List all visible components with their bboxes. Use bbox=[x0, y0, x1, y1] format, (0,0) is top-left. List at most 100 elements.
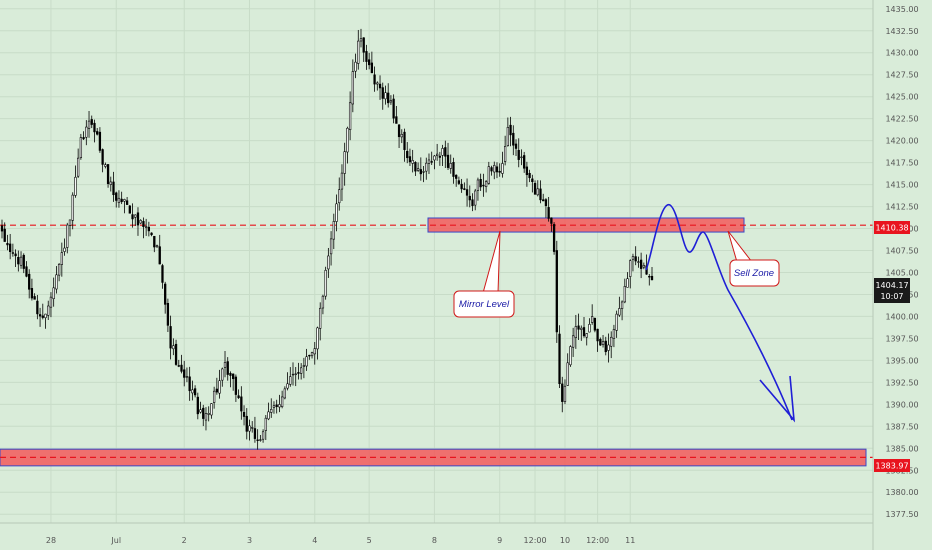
candle-body bbox=[471, 199, 474, 206]
candle-body bbox=[397, 124, 401, 138]
candle-body bbox=[569, 346, 572, 366]
candle-body bbox=[77, 157, 80, 177]
candle-body bbox=[30, 288, 34, 299]
level-lower-tag-box bbox=[874, 459, 910, 472]
candle-body bbox=[525, 166, 529, 176]
candle-body bbox=[634, 256, 637, 262]
candle-body bbox=[313, 348, 316, 355]
candle-body bbox=[185, 376, 189, 378]
x-tick-label: 12:00 bbox=[586, 536, 609, 545]
candle-body bbox=[566, 362, 569, 386]
candle-body bbox=[3, 228, 6, 242]
level-upper-tag: 1410.38 bbox=[874, 221, 910, 234]
candle-body bbox=[468, 195, 471, 201]
mirror-level-label: Mirror Level bbox=[459, 299, 510, 310]
candle-body bbox=[229, 373, 232, 376]
candle-body bbox=[101, 149, 104, 165]
projection-layer bbox=[645, 204, 796, 423]
projection-arrow-head bbox=[759, 375, 796, 423]
x-tick-label: 8 bbox=[432, 536, 437, 545]
y-tick-label: 1425.00 bbox=[885, 93, 918, 102]
candle-body bbox=[615, 313, 618, 331]
candle-body bbox=[395, 116, 398, 124]
price-axis[interactable]: 1377.501380.001382.501385.001387.501390.… bbox=[872, 0, 932, 550]
candle-body bbox=[68, 219, 72, 226]
candle-body bbox=[221, 368, 224, 381]
candle-body bbox=[433, 155, 436, 161]
candle-body bbox=[93, 122, 96, 133]
candle-body bbox=[392, 98, 395, 119]
last-price-tag: 1404.17 10:07 bbox=[874, 278, 910, 303]
level-lower-tag-text: 1383.97 bbox=[875, 462, 908, 471]
mirror-level-callout[interactable]: Mirror Level bbox=[453, 230, 515, 318]
candle-body bbox=[125, 200, 129, 205]
candle-body bbox=[96, 131, 99, 135]
candle-body bbox=[506, 127, 510, 146]
candle-body bbox=[280, 396, 284, 407]
candle-body bbox=[563, 385, 567, 402]
candle-body bbox=[9, 243, 12, 253]
candle-body bbox=[495, 166, 499, 173]
candle-body bbox=[411, 160, 414, 164]
candle-body bbox=[574, 326, 577, 338]
candle-body bbox=[248, 425, 251, 432]
candle-body bbox=[66, 224, 69, 248]
candle-body bbox=[308, 354, 311, 357]
x-tick-label: Jul bbox=[110, 536, 121, 545]
candle-body bbox=[582, 327, 586, 337]
candle-body bbox=[294, 373, 297, 375]
time-axis[interactable]: 28 Jul 2 3 4 5 8 9 12:00 10 12:00 11 bbox=[0, 522, 873, 545]
candle-body bbox=[555, 250, 558, 333]
candle-body bbox=[90, 119, 93, 125]
sell-zone-callout[interactable]: Sell Zone bbox=[727, 230, 780, 287]
candle-body bbox=[536, 188, 539, 196]
candle-body bbox=[196, 396, 199, 415]
countdown-tag-text: 10:07 bbox=[880, 292, 903, 301]
candle-body bbox=[509, 124, 512, 136]
candle-body bbox=[406, 151, 409, 159]
candle-body bbox=[626, 278, 629, 288]
candle-body bbox=[596, 328, 599, 342]
candle-body bbox=[561, 383, 564, 402]
y-tick-label: 1405.00 bbox=[885, 268, 918, 277]
x-tick-label: 4 bbox=[312, 536, 317, 545]
mirror-level-box bbox=[453, 290, 515, 318]
y-tick-label: 1415.00 bbox=[885, 181, 918, 190]
candle-body bbox=[484, 181, 488, 187]
candle-body bbox=[343, 151, 346, 174]
x-tick-label: 9 bbox=[497, 536, 502, 545]
sell-zone-pointer bbox=[727, 230, 753, 263]
candle-body bbox=[498, 170, 501, 173]
candle-body bbox=[340, 172, 344, 190]
candle-body bbox=[142, 221, 145, 228]
candle-body bbox=[623, 286, 626, 303]
y-tick-label: 1427.50 bbox=[885, 71, 918, 80]
candle-body bbox=[242, 412, 246, 417]
candle-body bbox=[449, 163, 452, 169]
y-tick-label: 1392.50 bbox=[885, 378, 918, 387]
candle-body bbox=[38, 314, 42, 317]
candle-body bbox=[155, 245, 159, 248]
candle-body bbox=[523, 155, 526, 169]
candle-body bbox=[441, 148, 444, 156]
candle-body bbox=[319, 307, 322, 329]
candle-body bbox=[202, 407, 205, 419]
candle-body bbox=[479, 179, 482, 188]
candle-body bbox=[637, 261, 640, 263]
candle-body bbox=[191, 389, 194, 394]
candle-body bbox=[585, 333, 588, 338]
candle-body bbox=[36, 300, 39, 315]
candle-body bbox=[460, 183, 463, 190]
candle-body bbox=[136, 212, 140, 226]
candle-body bbox=[528, 172, 531, 179]
candle-body bbox=[117, 197, 121, 203]
candle-body bbox=[542, 199, 545, 202]
candle-body bbox=[139, 220, 142, 224]
candle-body bbox=[188, 376, 191, 392]
candle-body bbox=[47, 305, 50, 316]
candle-body bbox=[131, 214, 134, 220]
candle-body bbox=[425, 162, 428, 172]
